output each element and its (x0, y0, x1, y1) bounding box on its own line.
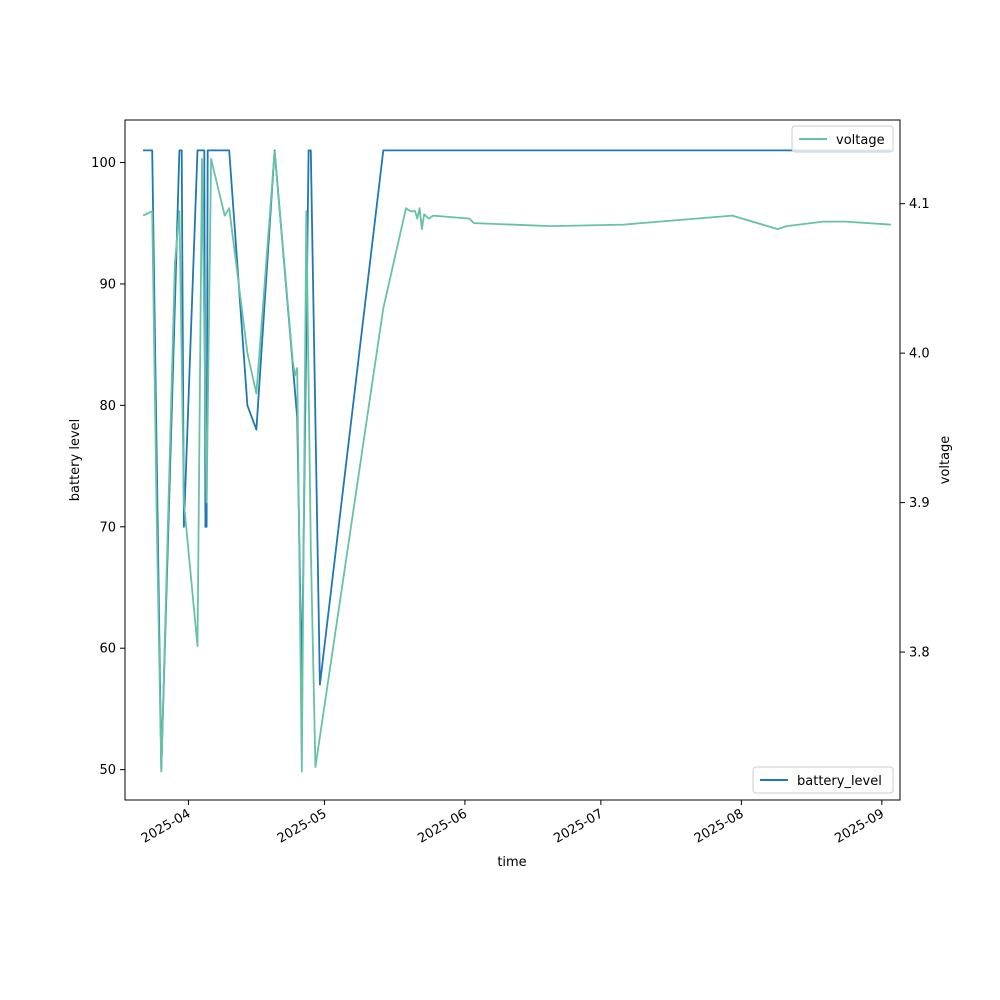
x-tick-label: 2025-07 (551, 806, 606, 846)
x-axis: 2025-04 2025-05 2025-06 2025-07 2025-08 2025-… (139, 800, 887, 847)
y-right-tick-label: 3.9 (909, 496, 930, 511)
y-axis-left-label: battery level (68, 419, 83, 502)
x-tick-label: 2025-06 (415, 806, 470, 846)
x-tick-label: 2025-09 (832, 806, 887, 846)
y-left-tick-label: 70 (99, 520, 116, 535)
legend-battery-level-label: battery_level (797, 774, 882, 789)
legend-battery-level-box (752, 766, 894, 794)
legend-voltage-box (791, 125, 894, 153)
y-right-tick-label: 4.1 (909, 197, 930, 212)
plot-frame (124, 119, 901, 801)
series-line-voltage (142, 150, 891, 773)
x-axis-label: time (497, 855, 526, 870)
y-left-tick-label: 80 (99, 399, 116, 414)
y-axis-left: 50 60 70 80 90 100 (91, 156, 125, 778)
y-axis-right-label: voltage (938, 436, 953, 485)
legend-voltage-label: voltage (836, 133, 885, 148)
series-lines (142, 149, 891, 773)
series-line-battery-level (143, 149, 891, 771)
x-tick-label: 2025-05 (275, 806, 330, 846)
y-right-tick-label: 3.8 (909, 646, 930, 661)
x-tick-label: 2025-08 (692, 806, 747, 846)
y-left-tick-label: 60 (99, 642, 116, 657)
y-left-tick-label: 100 (91, 156, 116, 171)
y-left-tick-label: 90 (99, 277, 116, 292)
legend-battery-level: battery_level (752, 766, 894, 794)
y-right-tick-label: 4.0 (909, 347, 930, 362)
legend-voltage: voltage (791, 125, 894, 153)
x-tick-label: 2025-04 (139, 806, 194, 846)
y-left-tick-label: 50 (99, 763, 116, 778)
y-axis-right: 3.8 3.9 4.0 4.1 (900, 197, 930, 661)
